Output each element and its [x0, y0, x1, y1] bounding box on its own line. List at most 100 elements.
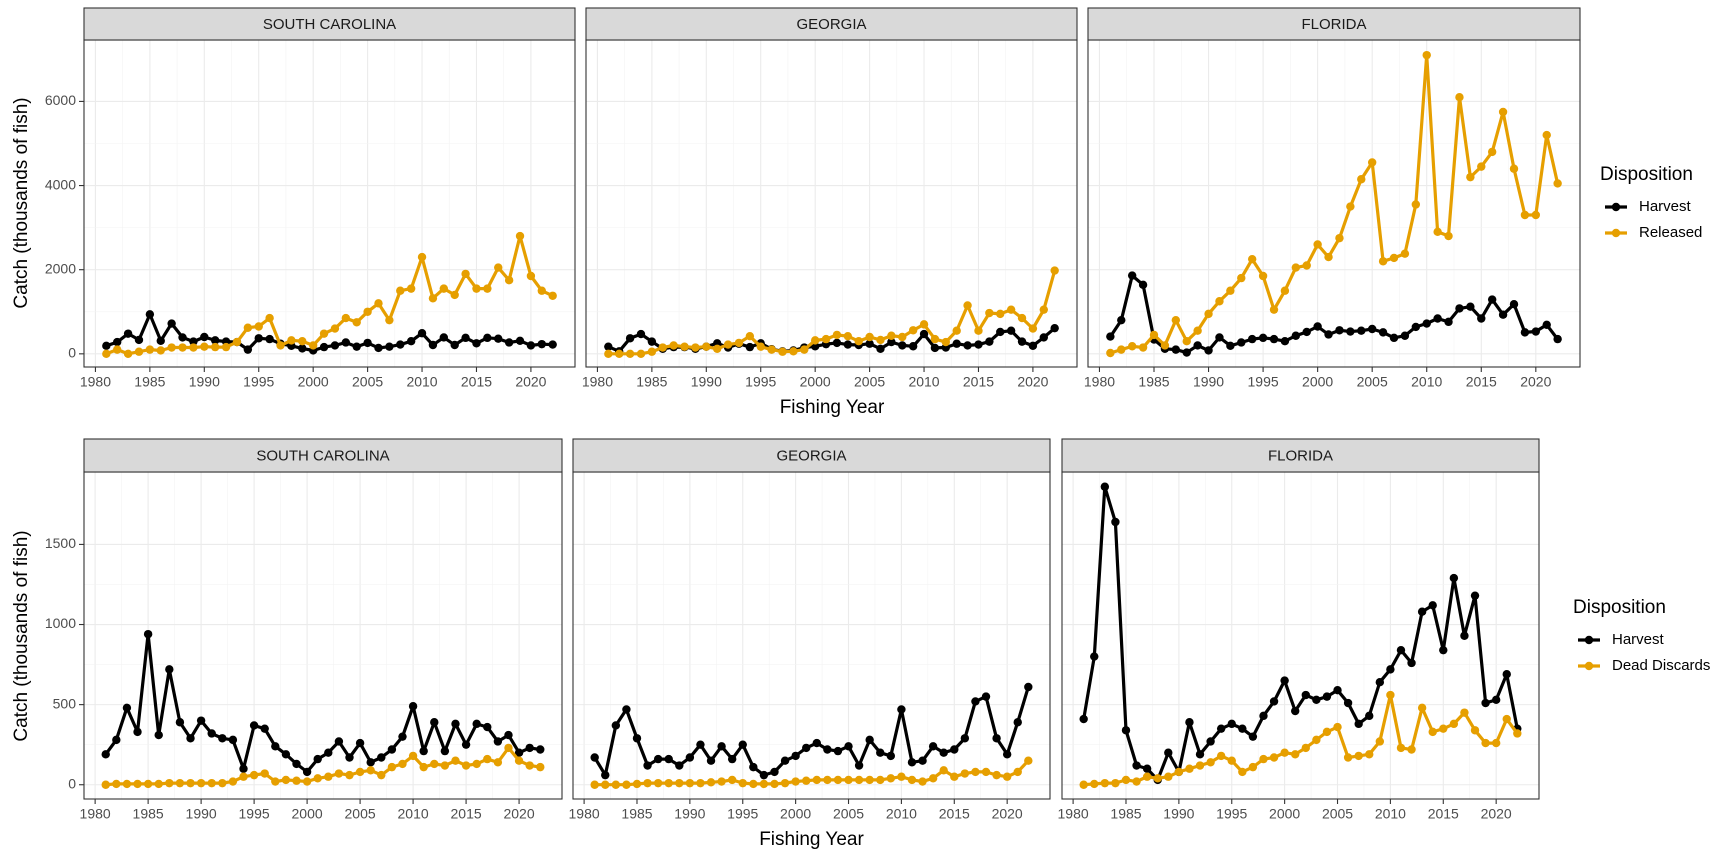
point — [1487, 295, 1497, 304]
point — [1449, 719, 1459, 729]
x-tick-label: 2015 — [1428, 806, 1459, 822]
point — [810, 336, 820, 345]
point — [408, 702, 418, 711]
y-tick-label: 0 — [68, 775, 76, 791]
x-tick-label: 2010 — [406, 374, 437, 390]
point — [145, 345, 155, 354]
point — [843, 340, 853, 349]
point — [186, 778, 195, 788]
legend-key-point — [1611, 202, 1621, 212]
point — [102, 341, 111, 351]
point — [791, 751, 800, 761]
point — [664, 754, 673, 764]
point — [428, 340, 438, 350]
point — [1466, 172, 1475, 182]
strip-label: FLORIDA — [1268, 447, 1333, 464]
strip-label: SOUTH CAROLINA — [263, 16, 396, 33]
point — [1117, 345, 1126, 354]
point — [430, 718, 439, 727]
point — [363, 338, 372, 348]
x-tick-label: 1980 — [1058, 806, 1089, 822]
point — [898, 341, 907, 350]
point — [812, 738, 821, 748]
point — [996, 309, 1005, 319]
point — [1498, 310, 1508, 319]
y-axis-label: Catch (thousands of fish) — [11, 530, 32, 741]
point — [930, 343, 940, 353]
point — [992, 734, 1001, 743]
point — [515, 231, 525, 241]
x-tick-label: 2000 — [780, 806, 811, 822]
x-tick-label: 1990 — [691, 374, 722, 390]
point — [985, 308, 994, 318]
point — [292, 759, 301, 769]
point — [1378, 257, 1388, 266]
point — [611, 721, 621, 730]
point — [324, 772, 333, 781]
x-tick-label: 2020 — [992, 806, 1023, 822]
point — [675, 778, 684, 788]
y-tick-label: 2000 — [45, 260, 76, 276]
y-tick-label: 1500 — [45, 535, 76, 551]
point — [472, 284, 481, 293]
point — [1313, 322, 1322, 331]
x-tick-label: 2010 — [398, 806, 429, 822]
x-tick-label: 1980 — [582, 374, 613, 390]
x-tick-label: 2015 — [461, 374, 492, 390]
point — [1238, 724, 1247, 733]
point — [1226, 341, 1235, 351]
point — [1449, 573, 1459, 583]
point — [292, 776, 301, 785]
point — [886, 751, 896, 761]
point — [1509, 164, 1519, 173]
point — [590, 753, 599, 762]
point — [308, 341, 318, 350]
point — [260, 769, 269, 778]
point — [265, 313, 274, 323]
y-axis-label: Catch (thousands of fish) — [11, 97, 32, 308]
point — [1050, 266, 1059, 275]
point — [898, 332, 907, 342]
point — [854, 337, 863, 346]
point — [232, 337, 242, 347]
point — [950, 745, 959, 754]
point — [101, 780, 110, 789]
point — [239, 764, 248, 773]
point — [1106, 348, 1115, 358]
point — [1470, 726, 1480, 735]
point — [928, 742, 938, 751]
point — [1206, 758, 1215, 767]
point — [601, 770, 610, 780]
point — [1470, 591, 1480, 600]
point — [939, 748, 948, 757]
point — [200, 342, 209, 351]
point — [590, 780, 599, 789]
point — [1216, 751, 1226, 761]
point — [1354, 751, 1363, 761]
point — [767, 345, 776, 354]
point — [1028, 341, 1038, 351]
point — [971, 767, 980, 777]
point — [122, 703, 132, 713]
point — [1164, 772, 1173, 781]
point — [525, 761, 534, 770]
x-tick-label: 1995 — [1216, 806, 1247, 822]
strip — [83, 438, 563, 473]
point — [865, 339, 874, 348]
x-tick-label: 2015 — [451, 806, 482, 822]
point — [154, 779, 163, 789]
point — [189, 337, 198, 346]
point — [178, 343, 187, 352]
point — [493, 758, 503, 767]
point — [632, 779, 642, 789]
point — [196, 716, 206, 725]
x-tick-label: 1985 — [1138, 374, 1169, 390]
point — [749, 762, 758, 772]
point — [355, 767, 365, 777]
point — [271, 742, 280, 751]
point — [548, 340, 557, 349]
point — [738, 740, 747, 749]
point — [1455, 304, 1464, 313]
point — [960, 769, 970, 778]
point — [374, 343, 383, 353]
